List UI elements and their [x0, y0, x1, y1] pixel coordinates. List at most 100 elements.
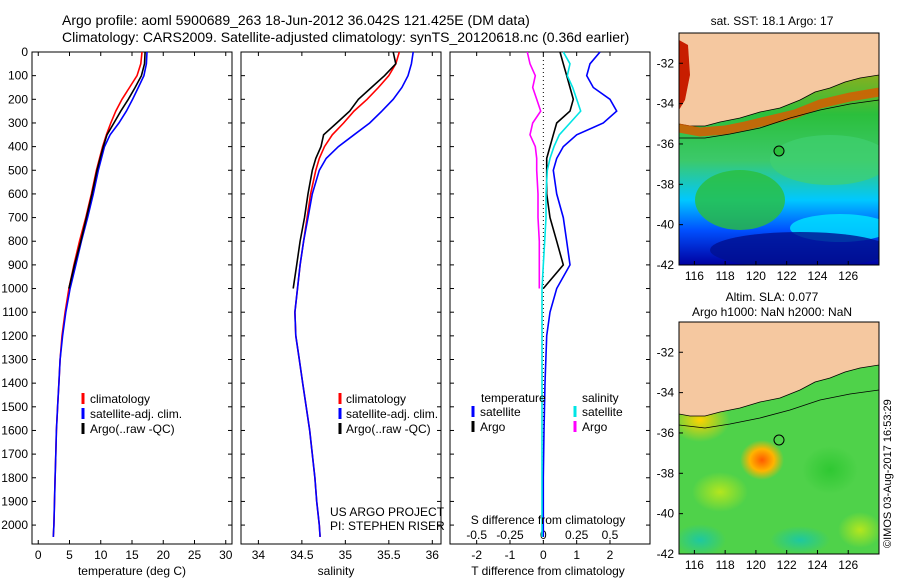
- series-line-climatology: [52, 51, 143, 537]
- top-tick-label: -0.25: [496, 528, 524, 542]
- legend-satellite-label: satellite-adj. clim.: [90, 407, 182, 421]
- australia-land-sla: [679, 322, 879, 417]
- temperature-xlabel: temperature (deg C): [78, 564, 186, 578]
- salinity-panel-frame: [240, 51, 442, 545]
- x-tick-label: 10: [94, 548, 108, 562]
- y-tick-label: 700: [8, 211, 28, 225]
- y-tick-label: 1700: [1, 447, 28, 461]
- copyright-stamp: ©IMOS 03-Aug-2017 16:53:29: [882, 399, 894, 548]
- sla-contour: [679, 389, 879, 429]
- sst-green-patch: [770, 135, 879, 185]
- y-tick-label: 1200: [1, 329, 28, 343]
- y-tick-label: 0: [21, 45, 28, 59]
- pi-credit: PI: STEPHEN RISER: [330, 519, 445, 533]
- x-tick-label: -2: [471, 548, 482, 562]
- series-line-temperature-satellite: [542, 51, 618, 537]
- x-tick-label: 15: [125, 548, 139, 562]
- y-tick-label: 1900: [1, 494, 28, 508]
- map-y-tick-label: -40: [657, 218, 675, 232]
- series-line-satellite-adj-clim-: [294, 51, 414, 537]
- map-y-tick-label: -38: [657, 466, 675, 480]
- series-line-argo-raw-qc-: [68, 51, 146, 289]
- map-x-tick-label: 118: [716, 269, 735, 283]
- top-tick-label: -0.5: [466, 528, 487, 542]
- argo-float-marker: [773, 434, 785, 446]
- y-tick-label: 1800: [1, 471, 28, 485]
- map-y-tick-label: -34: [657, 386, 675, 400]
- map-x-tick-label: 116: [685, 558, 704, 572]
- x-tick-label: 1: [573, 548, 580, 562]
- top-tick-label: 0.5: [602, 528, 619, 542]
- map-y-tick-label: -42: [657, 258, 675, 272]
- series-line-temperature-argo: [542, 51, 575, 290]
- x-tick-label: 35.5: [377, 548, 401, 562]
- map-x-tick-label: 126: [838, 558, 858, 572]
- map-y-tick-label: -32: [657, 345, 675, 359]
- sst-map-title: sat. SST: 18.1 Argo: 17: [711, 14, 834, 28]
- map-y-tick-label: -36: [657, 426, 675, 440]
- sla-map-title-line2: Argo h1000: NaN h2000: NaN: [692, 305, 852, 319]
- y-tick-label: 1000: [1, 282, 28, 296]
- map-x-tick-label: 122: [777, 269, 797, 283]
- map-x-tick-label: 124: [807, 269, 827, 283]
- x-tick-label: -1: [505, 548, 516, 562]
- series-line-argo-raw-qc-: [292, 51, 397, 289]
- y-tick-label: 300: [8, 116, 28, 130]
- salinity-xlabel: salinity: [318, 564, 355, 578]
- australia-land-sst: [679, 33, 879, 127]
- x-tick-label: 5: [66, 548, 73, 562]
- map-axes: 116 118 120 122 124 126 -32 -34 -36 -38 -40 -42 116 1…: [657, 56, 859, 572]
- argo-float-marker: [773, 145, 785, 157]
- sla-high-center: [740, 440, 784, 480]
- legend-climatology-label: climatology: [90, 392, 150, 406]
- map-x-tick-label: 122: [777, 558, 797, 572]
- y-tick-label: 900: [8, 258, 28, 272]
- legend-sal-satellite-label: satellite: [582, 405, 623, 419]
- sla-map: [678, 321, 880, 555]
- y-tick-label: 800: [8, 234, 28, 248]
- map-y-tick-label: -38: [657, 177, 675, 191]
- map-y-tick-label: -32: [657, 56, 675, 70]
- sst-contour: [679, 99, 879, 139]
- sst-map: [678, 32, 880, 266]
- x-tick-label: 0: [35, 548, 42, 562]
- coastal-hot-spot: [679, 40, 690, 110]
- legend-climatology-label: climatology: [346, 392, 406, 406]
- y-tick-label: 1400: [1, 376, 28, 390]
- sla-lime-patch: [692, 472, 748, 512]
- series-line-salinity-satellite: [541, 51, 582, 537]
- y-tick-label: 1500: [1, 400, 28, 414]
- series-line-climatology: [294, 51, 401, 537]
- legend-satellite-label: satellite-adj. clim.: [346, 407, 438, 421]
- x-tick-label: 25: [188, 548, 202, 562]
- map-y-tick-label: -36: [657, 137, 675, 151]
- y-tick-label: 2000: [1, 518, 28, 532]
- sla-green-patch: [802, 446, 858, 494]
- difference-xlabel: T difference from climatology: [471, 564, 625, 578]
- x-tick-label: 20: [157, 548, 171, 562]
- y-tick-label: 1100: [2, 305, 28, 319]
- salinity-legend: climatology satellite-adj. clim. Argo(..…: [338, 392, 438, 436]
- figure-title-line2: Climatology: CARS2009. Satellite-adjuste…: [62, 29, 629, 45]
- x-tick-label: 0: [540, 548, 547, 562]
- y-tick-label: 600: [8, 187, 28, 201]
- x-tick-label: 34.5: [290, 548, 314, 562]
- salinity-panel: 34 34.5 35 35.5 36: [241, 51, 441, 562]
- legend-salinity-header: salinity: [582, 391, 619, 405]
- legend-sal-argo-label: Argo: [582, 420, 608, 434]
- difference-legend: temperature salinity satellite Argo sate…: [471, 391, 623, 434]
- sla-low-sw: [679, 524, 726, 554]
- map-x-tick-label: 126: [838, 269, 858, 283]
- legend-argo-label: Argo(..raw -QC): [346, 422, 431, 436]
- temperature-panel-frame: [31, 51, 233, 545]
- sst-cold-patch: [710, 232, 879, 265]
- figure-title-line1: Argo profile: aoml 5900689_263 18-Jun-20…: [62, 12, 530, 28]
- legend-temperature-header: temperature: [481, 391, 546, 405]
- legend-argo-label: Argo(..raw -QC): [90, 422, 175, 436]
- y-tick-label: 1300: [1, 353, 28, 367]
- sst-map-frame: [678, 32, 880, 266]
- x-tick-label: 2: [607, 548, 614, 562]
- difference-panel: -2 -1 0 1 2-0.5 -0.25 0 0.25 0.5: [450, 51, 650, 562]
